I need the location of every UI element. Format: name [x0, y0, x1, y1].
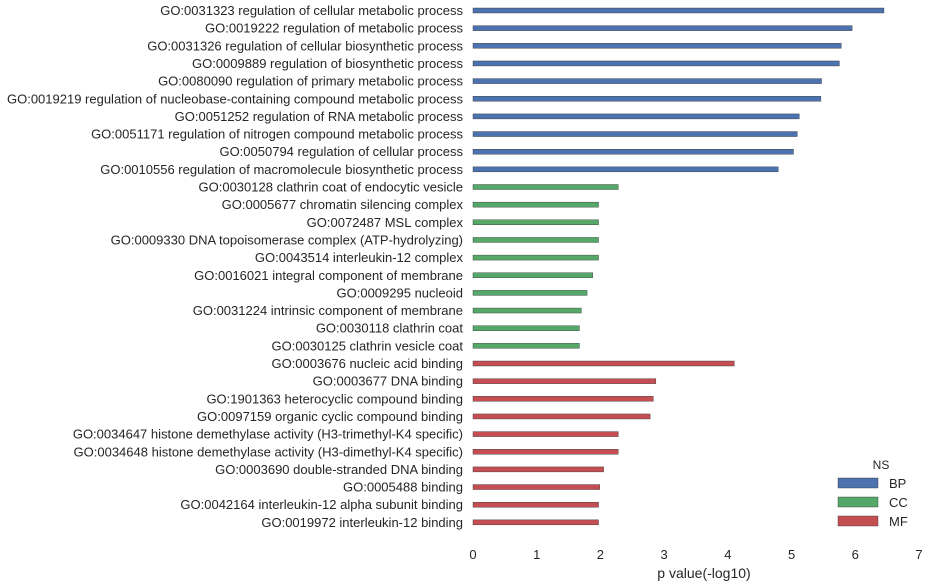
- bar-mf-28: [472, 502, 599, 508]
- x-tick-label: 7: [915, 547, 922, 562]
- bar-bp-8: [472, 148, 794, 155]
- x-tick-label: 5: [788, 547, 795, 562]
- x-tick-label: 1: [533, 547, 540, 562]
- bar-mf-29: [472, 519, 599, 526]
- bar-bp-1: [472, 25, 853, 31]
- bar-cc-18: [472, 325, 580, 331]
- category-label: GO:0019222 regulation of metabolic proce…: [205, 21, 463, 36]
- bar-bp-7: [472, 131, 798, 137]
- legend-label-mf: MF: [889, 514, 908, 529]
- bar-mf-21: [472, 378, 657, 384]
- x-tick-label: 3: [661, 547, 668, 562]
- bar-cc-16: [472, 290, 588, 296]
- x-tick-label: 6: [852, 547, 859, 562]
- bars-layer: [472, 7, 885, 526]
- category-label: GO:0043514 interleukin-12 complex: [255, 250, 464, 265]
- category-label: GO:0051171 regulation of nitrogen compou…: [91, 127, 463, 142]
- x-axis-title: p value(-log10): [657, 565, 750, 581]
- x-tick-label: 0: [469, 547, 476, 562]
- category-label: GO:0019219 regulation of nucleobase-cont…: [7, 91, 464, 106]
- category-label: GO:0030118 clathrin coat: [316, 321, 464, 336]
- category-label: GO:0050794 regulation of cellular proces…: [219, 144, 463, 159]
- bar-bp-4: [472, 78, 822, 84]
- category-label: GO:0005677 chromatin silencing complex: [222, 197, 464, 212]
- category-label: GO:0042164 interleukin-12 alpha subunit …: [180, 497, 463, 512]
- bar-cc-10: [472, 184, 619, 190]
- bar-mf-23: [472, 413, 651, 420]
- bar-mf-26: [472, 466, 604, 473]
- category-label: GO:0031224 intrinsic component of membra…: [193, 303, 463, 318]
- bar-cc-11: [472, 201, 599, 208]
- legend-label-bp: BP: [889, 476, 906, 491]
- category-labels: GO:0031323 regulation of cellular metabo…: [7, 3, 464, 530]
- category-label: GO:0009889 regulation of biosynthetic pr…: [192, 56, 464, 71]
- category-label: GO:0005488 binding: [343, 480, 463, 495]
- bar-bp-3: [472, 60, 840, 67]
- bar-cc-15: [472, 272, 593, 278]
- category-label: GO:0009295 nucleoid: [337, 285, 463, 300]
- legend-label-cc: CC: [889, 495, 908, 510]
- category-label: GO:0080090 regulation of primary metabol…: [158, 74, 463, 89]
- legend: NS BP CC MF: [837, 458, 908, 529]
- bar-bp-5: [472, 96, 822, 102]
- bar-bp-9: [472, 166, 779, 173]
- bar-cc-17: [472, 307, 582, 314]
- category-label: GO:0016021 integral component of membran…: [194, 268, 463, 283]
- category-label: GO:0072487 MSL complex: [307, 215, 464, 230]
- category-label: GO:0003677 DNA binding: [313, 374, 463, 389]
- category-label: GO:0003690 double-stranded DNA binding: [215, 462, 463, 477]
- category-label: GO:0097159 organic cyclic compound bindi…: [197, 409, 463, 424]
- legend-title: NS: [873, 458, 890, 472]
- bar-bp-2: [472, 43, 842, 49]
- category-label: GO:0009330 DNA topoisomerase complex (AT…: [111, 232, 463, 247]
- category-label: GO:0010556 regulation of macromolecule b…: [100, 162, 463, 177]
- category-label: GO:1901363 heterocyclic compound binding: [206, 391, 463, 406]
- category-label: GO:0051252 regulation of RNA metabolic p…: [175, 109, 464, 124]
- x-tick-label: 2: [597, 547, 604, 562]
- bar-bp-0: [472, 7, 885, 14]
- legend-swatch-bp: [837, 477, 879, 489]
- category-label: GO:0003676 nucleic acid binding: [271, 356, 463, 371]
- category-label: GO:0031326 regulation of cellular biosyn…: [147, 38, 463, 53]
- legend-swatch-mf: [837, 515, 879, 527]
- category-label: GO:0034648 histone demethylase activity …: [74, 444, 463, 459]
- bar-cc-14: [472, 254, 599, 261]
- bar-cc-19: [472, 343, 580, 349]
- bar-mf-27: [472, 484, 600, 490]
- legend-swatch-cc: [837, 496, 879, 508]
- x-axis: p value(-log10) 0 1 2 3 4 5 6 7: [469, 547, 922, 581]
- bar-mf-25: [472, 449, 619, 455]
- bar-mf-24: [472, 431, 619, 437]
- bar-bp-6: [472, 113, 800, 120]
- bar-mf-22: [472, 396, 654, 402]
- category-label: GO:0030125 clathrin vesicle coat: [272, 338, 464, 353]
- x-tick-label: 4: [724, 547, 731, 562]
- category-label: GO:0034647 histone demethylase activity …: [73, 427, 463, 442]
- bar-mf-20: [472, 360, 735, 367]
- bar-cc-12: [472, 219, 599, 226]
- category-label: GO:0019972 interleukin-12 binding: [261, 515, 463, 530]
- category-label: GO:0031323 regulation of cellular metabo…: [160, 3, 463, 18]
- bar-cc-13: [472, 237, 599, 243]
- category-label: GO:0030128 clathrin coat of endocytic ve…: [199, 180, 463, 195]
